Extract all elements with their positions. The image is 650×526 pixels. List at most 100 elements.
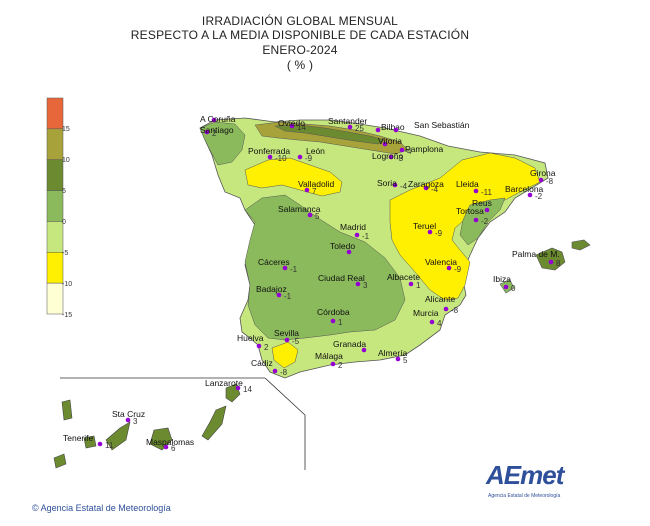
- copyright-symbol: ©: [32, 503, 39, 513]
- station-teruel: Teruel-9: [413, 221, 443, 238]
- station-value-label: -9: [454, 265, 462, 274]
- station-name-label: Soria: [377, 178, 397, 188]
- station-value-label: 11: [105, 441, 114, 450]
- logo-sub-text: Agencia Estatal de Meteorología: [488, 493, 561, 499]
- logo-main-text: AEmet: [486, 460, 564, 490]
- station-a-coruna: A Coruña: [200, 114, 236, 124]
- station-marker: [211, 117, 217, 123]
- legend-label: -5: [62, 250, 69, 257]
- station-name-label: Almería: [378, 348, 408, 358]
- legend-swatch: [46, 282, 64, 315]
- station-name-label: Salamanca: [278, 204, 321, 214]
- station-value-label: -5: [292, 337, 300, 346]
- el-hierro-island: [53, 453, 67, 469]
- station-marker: [503, 284, 509, 290]
- station-name-label: Barcelona: [505, 184, 544, 194]
- station-marker: [375, 127, 381, 133]
- station-name-label: Vitoria: [378, 136, 402, 146]
- station-name-label: Alicante: [425, 294, 456, 304]
- legend-swatch: [46, 159, 64, 191]
- station-marker: [388, 154, 394, 160]
- station-marker: [443, 306, 449, 312]
- station-name-label: Huelva: [237, 333, 264, 343]
- station-value-label: 1: [338, 318, 343, 327]
- station-tortosa: Tortosa-2: [456, 206, 489, 226]
- station-soria: Soria -4: [377, 178, 408, 191]
- fuerteventura-island: [201, 405, 227, 441]
- station-marker: [429, 319, 435, 325]
- zone-northwest-yellow: [244, 157, 343, 197]
- station-marker: [473, 217, 479, 223]
- station-marker: [527, 192, 533, 198]
- station-palma-de-m: Palma de M.8: [512, 249, 561, 268]
- station-name-label: San Sebastián: [414, 120, 470, 130]
- station-marker: [423, 185, 429, 191]
- station-san-sebastian: San Sebastián: [393, 120, 470, 133]
- station-name-label: Santiago: [200, 125, 234, 135]
- legend-swatch: [46, 97, 64, 130]
- station-marker: [97, 441, 103, 447]
- station-name-label: Lleida: [456, 179, 479, 189]
- station-marker: [484, 207, 490, 213]
- station-marker: [125, 417, 131, 423]
- mallorca-island: [535, 247, 566, 271]
- station-value-label: 5: [315, 212, 320, 221]
- station-value-label: 7: [312, 187, 317, 196]
- station-reus: Reus: [472, 198, 492, 213]
- map-unit: ( % ): [286, 58, 314, 72]
- station-value-label: 0: [511, 284, 516, 293]
- station-leon: León-9: [297, 146, 325, 163]
- station-zaragoza: Zaragoza-4: [408, 179, 444, 194]
- station-marker: [392, 182, 398, 188]
- station-value-label: 8: [556, 259, 561, 268]
- station-value-label: -8: [280, 368, 288, 377]
- zone-west-plateau: [244, 194, 406, 341]
- map-period: ENERO-2024: [262, 43, 338, 57]
- station-logrono: Logroño-3: [372, 151, 404, 163]
- station-name-label: Cádiz: [251, 358, 273, 368]
- station-name-label: Oviedo: [278, 118, 305, 128]
- station-marker: [282, 265, 288, 271]
- station-value-label: -1: [284, 292, 292, 301]
- station-caceres: Cáceres-1: [258, 257, 298, 274]
- station-value-label: 6: [171, 444, 176, 453]
- station-sevilla: Sevilla-5: [274, 328, 300, 346]
- station-name-label: Toledo: [330, 241, 355, 251]
- station-value-label: -2: [535, 192, 543, 201]
- tenerife-island: [105, 421, 131, 451]
- station-marker: [276, 292, 282, 298]
- legend-swatch: [46, 252, 64, 284]
- station-marker: [395, 356, 401, 362]
- station-name-label: Palma de M.: [512, 249, 560, 259]
- station-name-label: Bilbao: [381, 122, 405, 132]
- station-name-label: Sta Cruz: [112, 409, 145, 419]
- station-name-label: Valencia: [425, 257, 457, 267]
- menorca-island: [571, 239, 591, 251]
- station-name-label: Reus: [472, 198, 492, 208]
- station-marker: [256, 343, 262, 349]
- station-marker: [408, 281, 414, 287]
- station-badajoz: Badajoz-1: [256, 284, 292, 301]
- la-palma-island: [61, 399, 73, 421]
- station-marker: [204, 129, 210, 135]
- station-marker: [354, 232, 360, 238]
- station-name-label: Maspalomas: [146, 437, 194, 447]
- station-valencia: Valencia-9: [425, 257, 462, 274]
- legend-label: 10: [62, 157, 70, 164]
- station-granada: Granada: [333, 339, 366, 353]
- station-toledo: Toledo: [330, 241, 355, 255]
- legend-label: 0: [62, 219, 66, 226]
